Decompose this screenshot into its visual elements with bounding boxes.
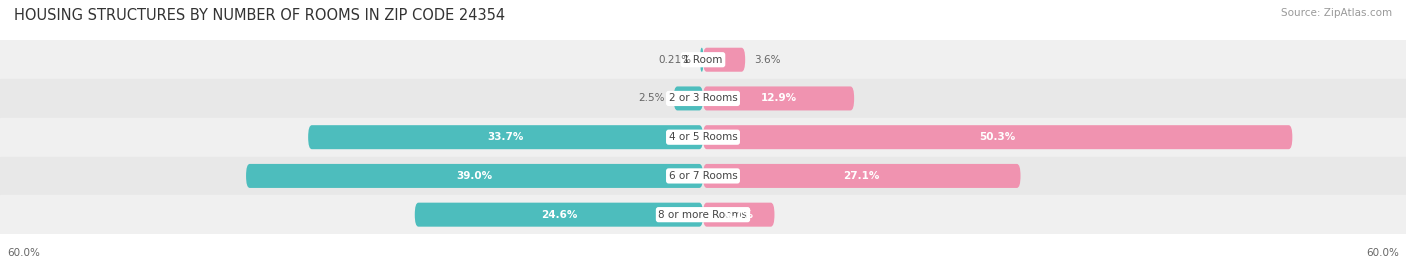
FancyBboxPatch shape [703, 203, 775, 227]
Text: 0.21%: 0.21% [658, 55, 692, 65]
FancyBboxPatch shape [415, 203, 703, 227]
Text: 12.9%: 12.9% [761, 93, 797, 104]
Text: 60.0%: 60.0% [1367, 248, 1399, 258]
Bar [0, 195, 1406, 234]
Text: 3.6%: 3.6% [755, 55, 782, 65]
Text: 33.7%: 33.7% [488, 132, 524, 142]
Text: 6.1%: 6.1% [724, 210, 754, 220]
Text: 4 or 5 Rooms: 4 or 5 Rooms [669, 132, 737, 142]
Text: 2.5%: 2.5% [638, 93, 665, 104]
Text: 50.3%: 50.3% [980, 132, 1015, 142]
FancyBboxPatch shape [703, 125, 1292, 149]
Text: 8 or more Rooms: 8 or more Rooms [658, 210, 748, 220]
Text: 24.6%: 24.6% [541, 210, 576, 220]
Text: 1 Room: 1 Room [683, 55, 723, 65]
FancyBboxPatch shape [703, 48, 745, 72]
Text: 39.0%: 39.0% [457, 171, 492, 181]
FancyBboxPatch shape [246, 164, 703, 188]
Text: 6 or 7 Rooms: 6 or 7 Rooms [669, 171, 737, 181]
Bar [0, 118, 1406, 157]
Text: 27.1%: 27.1% [844, 171, 880, 181]
FancyBboxPatch shape [703, 86, 855, 111]
Text: Source: ZipAtlas.com: Source: ZipAtlas.com [1281, 8, 1392, 18]
Text: HOUSING STRUCTURES BY NUMBER OF ROOMS IN ZIP CODE 24354: HOUSING STRUCTURES BY NUMBER OF ROOMS IN… [14, 8, 505, 23]
Bar [0, 157, 1406, 195]
FancyBboxPatch shape [673, 86, 703, 111]
Bar [0, 79, 1406, 118]
FancyBboxPatch shape [700, 48, 703, 72]
FancyBboxPatch shape [703, 164, 1021, 188]
Text: 60.0%: 60.0% [7, 248, 39, 258]
Text: 2 or 3 Rooms: 2 or 3 Rooms [669, 93, 737, 104]
FancyBboxPatch shape [308, 125, 703, 149]
Bar [0, 40, 1406, 79]
